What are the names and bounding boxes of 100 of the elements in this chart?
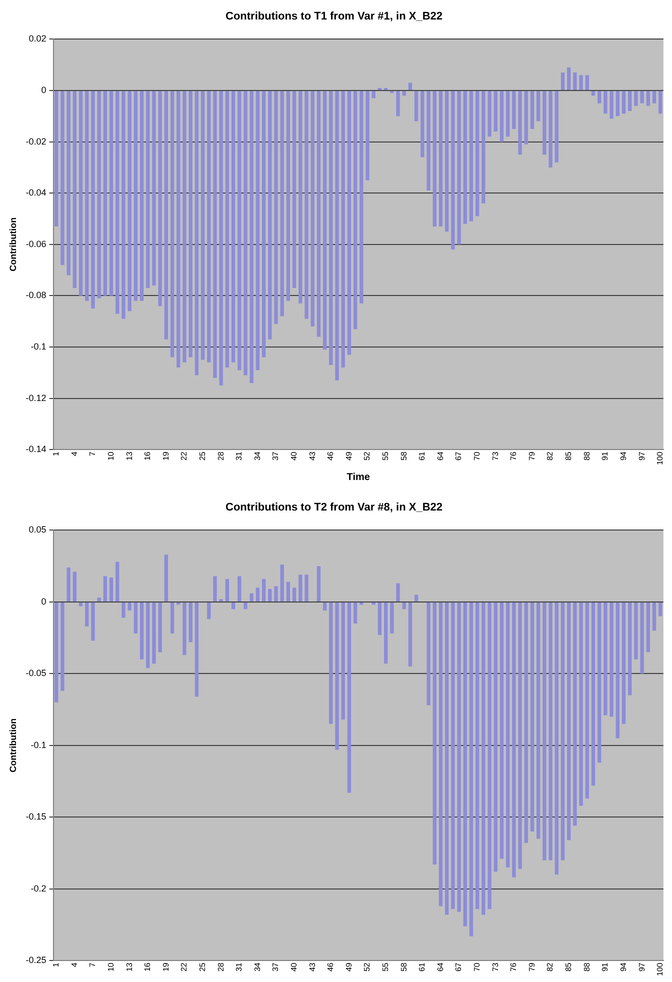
bar (134, 602, 138, 634)
bar (634, 602, 638, 660)
bar (548, 602, 552, 860)
bar (506, 602, 510, 868)
bar (341, 602, 345, 720)
x-tick-label: 46 (326, 451, 336, 461)
bar (451, 602, 455, 909)
bar (66, 91, 70, 276)
bar (494, 602, 498, 872)
x-tick-label: 13 (124, 451, 134, 461)
bar (353, 602, 358, 624)
bar (488, 602, 492, 909)
bar (426, 602, 430, 706)
bar (432, 602, 436, 865)
x-tick-label: 16 (143, 962, 152, 972)
x-tick-label: 79 (527, 451, 536, 461)
bar (640, 91, 644, 104)
x-tick-label: 49 (344, 962, 354, 972)
bar (213, 576, 217, 602)
bar (482, 602, 486, 915)
x-tick-label: 4 (70, 451, 79, 456)
bar (408, 82, 412, 90)
bar (432, 91, 436, 226)
bar (250, 593, 254, 602)
x-tick-label: 52 (362, 962, 372, 972)
bar (140, 602, 144, 660)
bar (176, 91, 180, 368)
bar (225, 91, 230, 368)
bar (530, 602, 534, 832)
bar (658, 602, 662, 616)
bar (378, 602, 382, 635)
x-tick-label: 70 (472, 962, 482, 972)
bar (567, 602, 571, 840)
bar (463, 602, 467, 926)
bar (579, 602, 583, 806)
x-tick-label: 46 (326, 962, 336, 972)
bar (347, 91, 352, 355)
x-tick-label: 40 (290, 962, 299, 972)
x-tick-label: 37 (271, 962, 280, 972)
x-tick-label: 22 (180, 962, 189, 972)
bar (268, 589, 272, 602)
x-tick-label: 100 (656, 962, 665, 976)
bar (488, 91, 492, 137)
x-tick-label: 25 (198, 962, 207, 972)
x-tick-label: 88 (582, 451, 592, 461)
bar (548, 91, 552, 168)
bar (524, 91, 528, 144)
bar (280, 564, 284, 602)
y-axis-title: Contribution (8, 718, 18, 772)
x-tick-label: 19 (161, 451, 170, 461)
bar (652, 91, 656, 104)
bar (536, 602, 540, 839)
bar (542, 91, 546, 155)
y-tick-label: -0.25 (26, 955, 46, 966)
y-tick-label: -0.12 (26, 392, 46, 403)
bar (91, 602, 95, 641)
x-tick-label: 13 (124, 962, 134, 972)
bar (378, 88, 382, 90)
bar (366, 91, 370, 180)
x-tick-label: 64 (436, 451, 445, 461)
bar (591, 91, 596, 96)
x-tick-label: 28 (216, 962, 226, 972)
bar (225, 578, 230, 602)
bar (66, 568, 70, 602)
bar (231, 602, 236, 610)
x-tick-label: 67 (454, 451, 464, 461)
bar (353, 91, 358, 330)
y-axis-title: Contribution (8, 217, 18, 272)
bar (506, 91, 510, 137)
bar (372, 602, 376, 605)
bar (634, 91, 638, 106)
bar (91, 91, 95, 309)
x-tick-label: 100 (656, 451, 665, 466)
x-tick-label: 61 (418, 451, 427, 461)
y-tick-label: 0 (41, 596, 46, 606)
bar (579, 75, 583, 90)
bar (238, 576, 242, 602)
bar (310, 91, 314, 327)
bar (530, 91, 534, 129)
bar (476, 602, 480, 909)
bar (116, 91, 120, 314)
bar (146, 91, 150, 288)
bar (122, 602, 126, 618)
bar (304, 91, 308, 319)
x-tick-label: 31 (234, 962, 244, 972)
bar (414, 91, 418, 122)
x-tick-label: 16 (143, 451, 152, 461)
bar (128, 91, 132, 312)
bar (335, 91, 339, 380)
x-tick-label: 43 (308, 962, 317, 972)
bar (194, 602, 199, 697)
bar (616, 91, 620, 116)
bar (451, 91, 455, 250)
bar (524, 602, 528, 843)
bar (658, 91, 662, 114)
bar (444, 602, 449, 915)
y-tick-label: -0.14 (26, 444, 46, 454)
bar (85, 602, 89, 626)
bar (164, 554, 168, 602)
x-tick-label: 1 (52, 451, 61, 456)
